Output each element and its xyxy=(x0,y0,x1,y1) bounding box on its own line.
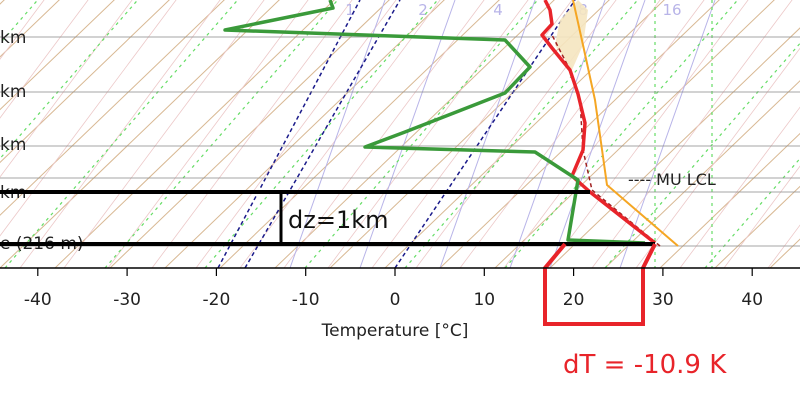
dry-adiabat-line xyxy=(0,0,115,111)
moist-adiabat-line xyxy=(415,0,617,268)
dry-adiabat-line xyxy=(0,0,60,58)
height-label: km xyxy=(0,28,26,48)
green-isotherms xyxy=(0,0,800,268)
moist-adiabat-line xyxy=(371,0,573,268)
mixing-ratio-line xyxy=(509,0,606,268)
moist-adiabat-line xyxy=(327,0,529,268)
dry-adiabat-line xyxy=(0,0,170,164)
x-tick-label: -40 xyxy=(24,290,52,310)
plot-area: 124816 xyxy=(0,0,800,268)
mu-lcl-label: ---- MU LCL xyxy=(628,170,716,189)
x-axis-title: Temperature [°C] xyxy=(321,321,469,341)
navy-adiabat-line xyxy=(394,0,576,268)
dry-adiabat-line xyxy=(0,0,280,268)
moist-adiabat-line xyxy=(0,0,177,237)
dry-adiabat-line xyxy=(439,0,720,268)
x-tick-label: 20 xyxy=(563,290,585,310)
dz-label: dz=1km xyxy=(288,206,389,234)
dry-adiabat-line xyxy=(384,0,665,268)
moist-adiabat-line xyxy=(19,0,221,268)
navy-adiabat-line xyxy=(244,0,401,268)
height-grid-lines xyxy=(0,36,800,247)
moist-adiabat-line xyxy=(0,0,89,119)
mixing-ratio-line xyxy=(289,0,386,268)
dry-adiabat-line xyxy=(769,238,800,268)
height-label: km xyxy=(0,82,26,102)
series-line xyxy=(572,0,679,247)
dry-adiabat-line xyxy=(219,0,500,268)
moist-adiabat-line xyxy=(723,165,800,268)
navy-adiabat-line xyxy=(217,0,361,268)
x-tick-label: 0 xyxy=(390,290,401,310)
x-axis: -40 -30 -20 -10 0 10 20 30 40 Temperature [°C] xyxy=(0,267,800,341)
moist-adiabat-line xyxy=(547,0,749,268)
isotherm-line xyxy=(4,0,239,268)
moist-adiabat-line xyxy=(239,0,441,268)
isotherm-line xyxy=(0,0,139,160)
isotherm-line xyxy=(104,0,339,268)
isotherm-line xyxy=(204,0,439,268)
x-tick-label: -30 xyxy=(113,290,141,310)
mixing-ratio-line xyxy=(359,0,456,268)
moist-adiabat-line xyxy=(151,0,353,268)
isotherm-line xyxy=(504,0,739,268)
moist-adiabat-line xyxy=(0,0,133,178)
dry-adiabat-line xyxy=(659,132,800,268)
dry-adiabat-line xyxy=(549,27,800,268)
moist-adiabat-line xyxy=(591,0,793,268)
moist-adiabat-line xyxy=(503,0,705,268)
x-tick-label: 30 xyxy=(652,290,674,310)
isotherm-line xyxy=(0,0,39,45)
mixing-ratio-label: 2 xyxy=(418,1,428,19)
dry-adiabat-line xyxy=(164,0,445,268)
cape-shading xyxy=(555,0,588,70)
moist-adiabat-line xyxy=(635,47,800,268)
moist-adiabat-line xyxy=(459,0,661,268)
x-tick-label: -10 xyxy=(292,290,320,310)
moist-adiabat-line xyxy=(767,224,800,268)
x-tick-label: -20 xyxy=(203,290,231,310)
isotherm-line xyxy=(704,157,800,268)
moist-adiabat-line xyxy=(107,0,309,268)
dry-adiabat-line xyxy=(714,185,800,268)
mixing-ratio-label: 4 xyxy=(493,1,503,19)
mixing-ratio-label: 1 xyxy=(345,1,355,19)
x-tick-label: 40 xyxy=(741,290,763,310)
x-tick-label: 10 xyxy=(473,290,495,310)
delta-t-label: dT = -10.9 K xyxy=(563,350,727,380)
moist-adiabat-line xyxy=(283,0,485,268)
mixing-ratio-line xyxy=(549,0,646,268)
mixing-ratio-label: 16 xyxy=(662,1,681,19)
delta-t-bracket xyxy=(543,242,657,326)
dry-adiabat-line xyxy=(54,0,335,268)
isotherm-line xyxy=(404,0,639,268)
height-label: km xyxy=(0,135,26,155)
mixing-ratio-line xyxy=(439,0,536,268)
moist-adiabat-line xyxy=(679,106,800,268)
moist-adiabat-line xyxy=(0,0,45,60)
dry-adiabat-line xyxy=(0,0,225,216)
dry-adiabat-line xyxy=(109,0,390,268)
dry-adiabat-line xyxy=(494,0,775,268)
